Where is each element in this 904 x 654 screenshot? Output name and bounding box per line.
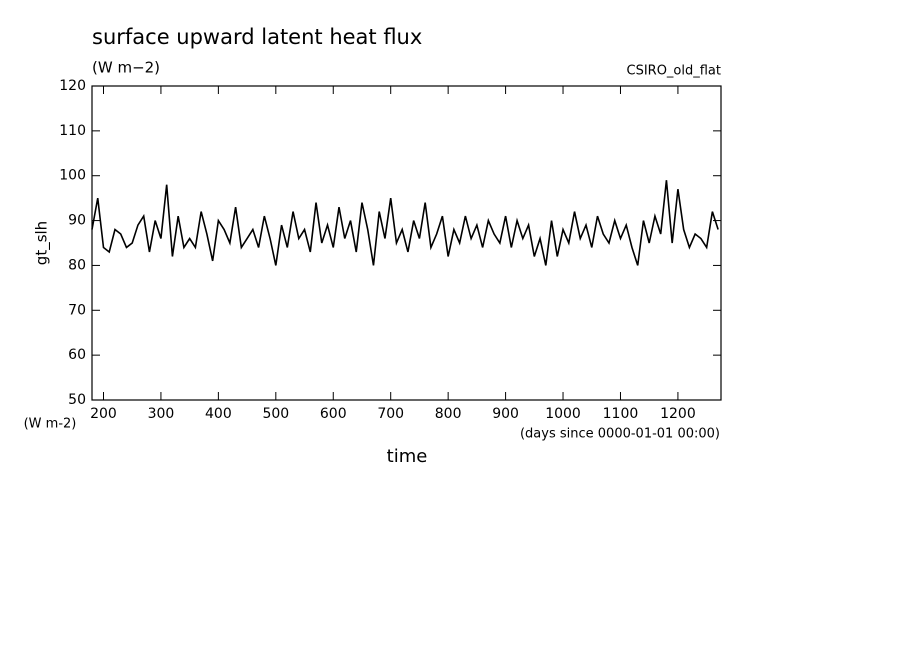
chart-title: surface upward latent heat flux <box>92 25 422 49</box>
x-tick-label: 600 <box>320 406 347 422</box>
x-tick-label: 900 <box>492 406 519 422</box>
data-line <box>91 180 719 266</box>
x-tick-label: 500 <box>262 406 289 422</box>
y-tick-label: 100 <box>59 168 86 184</box>
y-tick-label: 120 <box>59 78 86 94</box>
y-tick-label: 70 <box>68 302 86 318</box>
x-tick-label: 300 <box>148 406 175 422</box>
y-tick-label: 60 <box>68 347 86 363</box>
x-tick-label: 400 <box>205 406 232 422</box>
x-tick-label: 800 <box>435 406 462 422</box>
x-tick-label: 1100 <box>603 406 639 422</box>
y-tick-label: 90 <box>68 213 86 229</box>
x-tick-label: 200 <box>90 406 117 422</box>
plot-frame <box>91 85 722 401</box>
y-tick-label: 110 <box>59 123 86 139</box>
y-axis-label: gt_slh <box>33 221 52 265</box>
x-tick-label: 1200 <box>660 406 696 422</box>
y-axis-units: (W m-2) <box>24 417 77 432</box>
x-tick-label: 1000 <box>545 406 581 422</box>
x-tick-label: 700 <box>377 406 404 422</box>
y-tick-label: 80 <box>68 257 86 273</box>
chart-subtitle: (W m−2) <box>92 59 160 77</box>
y-tick-label: 50 <box>68 392 86 408</box>
dataset-label: CSIRO_old_flat <box>627 64 722 79</box>
x-axis-label: time <box>387 446 428 467</box>
x-axis-units: (days since 0000-01-01 00:00) <box>520 427 720 442</box>
